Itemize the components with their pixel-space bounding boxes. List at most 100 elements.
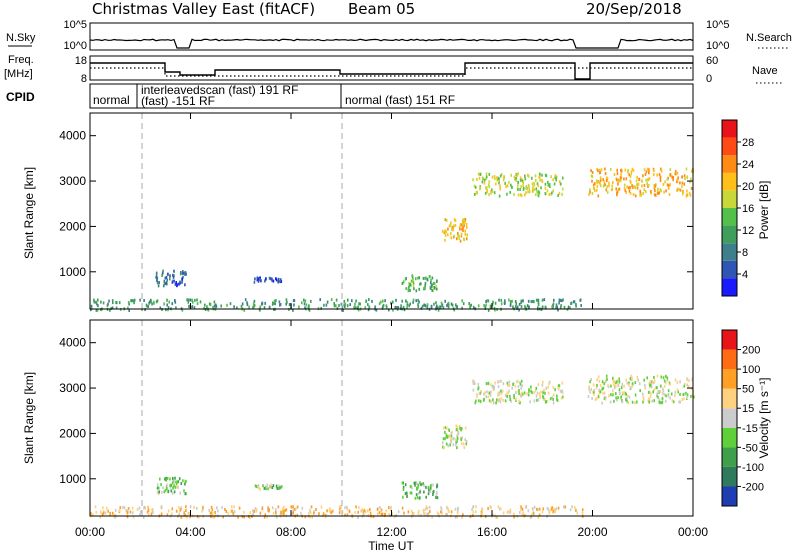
echo-cell-1-2 <box>276 486 278 490</box>
echo-cell-1-0 <box>425 505 428 509</box>
echo-cell-1-0 <box>315 508 317 511</box>
echo-cell-1-0 <box>536 507 538 511</box>
echo-cell-1-5 <box>485 382 488 386</box>
echo-cell-0-0 <box>292 299 295 302</box>
echo-cell-1-6 <box>664 381 667 385</box>
echo-cell-0-0 <box>199 300 202 304</box>
echo-cell-1-5 <box>544 397 546 401</box>
echo-cell-0-2 <box>254 277 256 281</box>
echo-cell-0-4 <box>445 230 447 234</box>
echo-cell-0-6 <box>597 180 599 184</box>
echo-cell-0-6 <box>606 179 608 183</box>
echo-cell-1-0 <box>538 513 541 517</box>
echo-cell-0-0 <box>402 305 405 309</box>
echo-cell-0-2 <box>259 276 261 280</box>
echo-cell-0-6 <box>647 178 649 182</box>
echo-cell-1-0 <box>581 508 584 512</box>
echo-cell-1-0 <box>292 505 294 509</box>
echo-cell-1-0 <box>571 505 573 509</box>
echo-cell-0-6 <box>644 172 647 176</box>
time-tick-label-5: 20:00 <box>577 525 607 539</box>
power-swatch-6 <box>722 172 737 191</box>
echo-cell-0-5 <box>517 193 520 197</box>
echo-cell-1-1 <box>166 487 168 491</box>
echo-cell-0-0 <box>107 302 109 306</box>
echo-cell-0-4 <box>459 239 462 243</box>
echo-cell-1-0 <box>533 505 536 509</box>
echo-cell-1-6 <box>657 395 659 399</box>
echo-cell-0-0 <box>543 298 546 302</box>
echo-cell-1-0 <box>481 507 484 511</box>
echo-cell-1-6 <box>596 383 598 387</box>
echo-cell-1-5 <box>520 379 523 383</box>
echo-cell-0-0 <box>417 305 420 308</box>
echo-cell-0-6 <box>666 183 669 187</box>
echo-cell-1-5 <box>490 400 492 404</box>
echo-cell-1-6 <box>623 384 625 388</box>
echo-cell-0-5 <box>498 194 501 198</box>
echo-cell-1-5 <box>528 389 530 393</box>
echo-cell-1-3 <box>415 493 418 497</box>
echo-cell-0-0 <box>168 300 170 304</box>
echo-cell-0-0 <box>433 302 435 306</box>
echo-cell-1-6 <box>604 396 607 400</box>
echo-cell-0-6 <box>648 171 650 175</box>
echo-cell-0-3 <box>404 277 407 281</box>
echo-cell-1-5 <box>500 397 502 401</box>
echo-cell-0-2 <box>279 279 281 283</box>
echo-cell-0-0 <box>310 299 312 303</box>
echo-cell-1-4 <box>464 426 467 430</box>
echo-cell-1-0 <box>419 513 422 517</box>
echo-cell-0-6 <box>592 183 595 187</box>
echo-cell-0-3 <box>426 278 429 282</box>
echo-cell-0-5 <box>497 176 499 180</box>
echo-cell-1-0 <box>376 507 379 511</box>
echo-cell-1-6 <box>602 391 604 395</box>
echo-cell-0-6 <box>658 173 661 176</box>
echo-cell-0-0 <box>570 301 573 305</box>
echo-cell-0-3 <box>412 279 414 283</box>
echo-cell-0-0 <box>437 308 440 312</box>
time-tick-label-2: 08:00 <box>276 525 306 539</box>
echo-cell-0-1 <box>172 279 174 283</box>
echo-cell-1-0 <box>109 511 111 515</box>
echo-cell-1-3 <box>415 482 418 486</box>
echo-cell-1-6 <box>618 380 621 384</box>
echo-cell-0-5 <box>513 193 515 196</box>
echo-cell-0-0 <box>403 308 406 312</box>
echo-cell-0-0 <box>128 309 130 312</box>
echo-cell-1-0 <box>410 509 413 513</box>
echo-cell-0-5 <box>541 180 544 184</box>
echo-cell-0-6 <box>604 167 606 171</box>
echo-cell-1-0 <box>208 508 210 512</box>
echo-cell-0-6 <box>655 193 657 197</box>
echo-cell-0-2 <box>280 278 282 282</box>
echo-cell-1-6 <box>634 401 636 405</box>
echo-cell-1-0 <box>372 515 375 519</box>
echo-cell-1-0 <box>520 508 522 512</box>
echo-cell-0-6 <box>599 181 601 185</box>
range-tick-label-1-1: 2000 <box>59 426 86 440</box>
echo-cell-0-6 <box>689 180 691 184</box>
echo-cell-1-1 <box>175 482 178 486</box>
velocity-swatch-4 <box>722 408 737 428</box>
echo-cell-0-0 <box>541 306 544 310</box>
echo-cell-0-0 <box>148 300 151 304</box>
echo-cell-1-6 <box>602 386 605 390</box>
echo-cell-0-0 <box>188 304 190 308</box>
echo-cell-1-1 <box>185 480 187 484</box>
echo-cell-0-5 <box>517 188 519 191</box>
echo-cell-0-5 <box>548 193 551 196</box>
echo-cell-0-0 <box>139 298 141 302</box>
echo-cell-0-4 <box>462 229 464 232</box>
echo-cell-0-0 <box>100 308 102 312</box>
echo-cell-1-6 <box>617 396 619 400</box>
echo-cell-1-0 <box>412 512 415 516</box>
echo-cell-0-2 <box>259 278 261 282</box>
echo-cell-0-4 <box>463 224 465 228</box>
echo-cell-0-6 <box>605 188 608 192</box>
echo-cell-1-6 <box>683 397 685 401</box>
echo-cell-0-0 <box>371 299 373 303</box>
echo-cell-1-6 <box>615 396 617 400</box>
echo-cell-1-0 <box>266 515 268 519</box>
